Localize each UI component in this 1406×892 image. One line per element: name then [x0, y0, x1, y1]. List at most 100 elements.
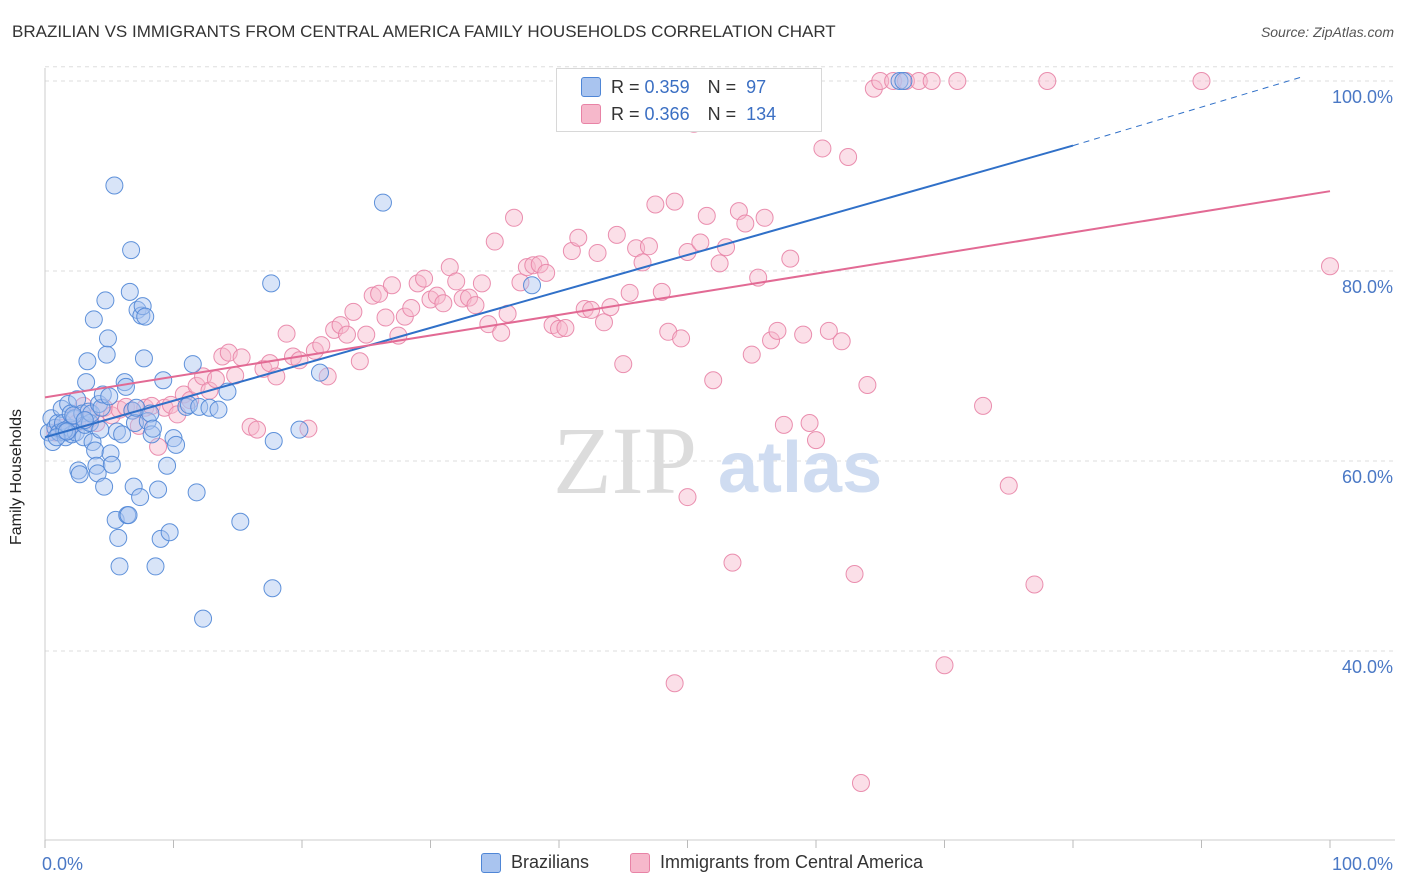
data-point-immigrants	[569, 228, 588, 247]
data-point-immigrants	[511, 273, 530, 292]
data-point-immigrants	[845, 565, 864, 584]
data-point-immigrants	[999, 476, 1018, 495]
data-point-brazilians	[107, 422, 126, 441]
data-point-immigrants	[807, 431, 825, 450]
data-point-immigrants	[652, 282, 671, 301]
legend-n-value: 134	[746, 103, 777, 124]
data-point-immigrants	[1192, 71, 1211, 90]
legend-label-brazilians: Brazilians	[511, 852, 590, 872]
data-point-immigrants	[742, 345, 761, 364]
data-point-immigrants	[935, 656, 954, 675]
data-point-immigrants	[1038, 71, 1057, 90]
x-tick-label-min: 0.0%	[42, 854, 83, 874]
data-point-brazilians	[209, 400, 228, 419]
data-point-brazilians	[86, 441, 105, 460]
data-point-immigrants	[447, 272, 466, 291]
data-point-immigrants	[909, 71, 928, 90]
data-point-immigrants	[974, 396, 993, 415]
data-point-immigrants	[819, 321, 838, 340]
data-point-brazilians	[194, 609, 213, 628]
data-point-brazilians	[101, 444, 120, 463]
data-point-brazilians	[119, 506, 138, 525]
data-point-brazilians	[64, 406, 83, 425]
data-point-brazilians	[120, 282, 139, 301]
trend-line-immigrants	[44, 190, 1331, 399]
data-point-immigrants	[691, 233, 710, 252]
y-tick-label: 80.0%	[1342, 277, 1393, 297]
axes	[44, 68, 1395, 848]
data-point-immigrants	[505, 208, 524, 227]
y-tick-label: 100.0%	[1332, 87, 1393, 107]
data-point-brazilians	[109, 528, 128, 547]
data-point-brazilians	[373, 193, 392, 212]
x-tick-labels: 0.0% 100.0%	[42, 854, 1393, 874]
data-point-immigrants	[710, 254, 729, 273]
trend-lines	[44, 75, 1331, 439]
data-point-immigrants	[277, 324, 296, 343]
data-point-brazilians	[97, 345, 116, 364]
data-point-immigrants	[614, 355, 633, 374]
data-point-immigrants	[813, 139, 832, 158]
data-point-brazilians	[87, 456, 106, 475]
legend-r-value: 0.366	[644, 103, 690, 124]
data-point-brazilians	[177, 397, 196, 416]
data-point-immigrants	[472, 274, 491, 293]
data-point-immigrants	[1321, 257, 1339, 276]
data-point-brazilians	[84, 310, 103, 329]
legend-swatch-pink	[581, 104, 601, 124]
data-point-brazilians	[78, 352, 97, 371]
data-point-brazilians	[131, 488, 150, 507]
data-point-immigrants	[344, 302, 363, 321]
x-tick-label-max: 100.0%	[1332, 854, 1393, 874]
data-point-brazilians	[70, 465, 89, 484]
data-point-immigrants	[588, 243, 607, 262]
data-point-immigrants	[704, 371, 723, 390]
data-point-immigrants	[864, 79, 883, 98]
legend-item-immigrants[interactable]: Immigrants from Central America	[630, 852, 923, 873]
data-point-immigrants	[415, 269, 434, 288]
data-point-brazilians	[42, 409, 61, 428]
data-point-immigrants	[672, 329, 691, 348]
data-point-immigrants	[794, 325, 813, 344]
data-point-immigrants	[550, 319, 568, 338]
data-point-brazilians	[95, 477, 114, 496]
legend-r-label: R =	[611, 76, 640, 97]
data-point-immigrants	[1025, 575, 1044, 594]
data-point-immigrants	[357, 325, 376, 344]
data-point-brazilians	[190, 397, 209, 416]
data-point-immigrants	[736, 214, 755, 233]
data-point-brazilians	[264, 432, 283, 451]
data-point-immigrants	[948, 71, 967, 90]
data-point-brazilians	[146, 557, 165, 576]
stats-legend: R = 0.359 N = 97 R = 0.366 N = 134	[556, 68, 822, 132]
y-tick-label: 40.0%	[1342, 657, 1393, 677]
data-point-immigrants	[466, 296, 485, 315]
legend-swatch-blue	[481, 852, 501, 873]
data-point-immigrants	[460, 288, 479, 307]
data-point-immigrants	[768, 321, 787, 340]
data-point-brazilians	[231, 512, 250, 531]
y-axis-label: Family Households	[8, 408, 25, 545]
data-point-brazilians	[98, 329, 117, 348]
data-point-brazilians	[100, 387, 119, 406]
series-legend: Brazilians Immigrants from Central Ameri…	[0, 852, 1406, 878]
data-point-brazilians	[136, 307, 155, 326]
data-point-brazilians	[96, 291, 115, 310]
data-point-immigrants	[781, 249, 800, 268]
legend-item-brazilians[interactable]: Brazilians	[481, 852, 589, 873]
data-point-immigrants	[434, 294, 453, 313]
y-tick-labels: 40.0% 60.0% 80.0% 100.0%	[1332, 87, 1393, 677]
data-point-immigrants	[485, 232, 504, 251]
data-point-immigrants	[350, 352, 369, 371]
legend-swatch-blue	[581, 77, 601, 97]
data-point-brazilians	[133, 297, 152, 316]
data-point-immigrants	[337, 325, 356, 344]
data-point-immigrants	[427, 286, 446, 305]
data-point-immigrants	[376, 308, 395, 327]
data-point-brazilians	[93, 385, 112, 404]
data-point-immigrants	[232, 348, 251, 367]
data-point-brazilians	[290, 420, 309, 439]
watermark: ZIP atlas	[553, 407, 882, 514]
legend-n-label: N =	[707, 103, 737, 124]
data-point-brazilians	[187, 483, 206, 502]
